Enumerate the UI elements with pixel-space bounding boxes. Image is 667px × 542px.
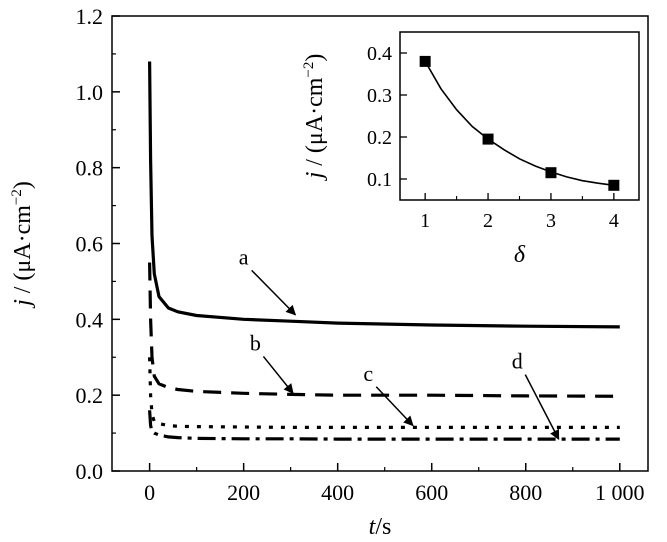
x-tick-label: 200 — [227, 480, 260, 505]
curve-label-d: d — [512, 349, 523, 374]
curve-label-c: c — [363, 361, 373, 386]
inset-x-tick-label: 4 — [609, 210, 619, 232]
curve-label-a: a — [239, 244, 249, 269]
inset-plot-frame — [399, 31, 640, 201]
inset-y-tick-label: 0.2 — [367, 127, 392, 149]
curve-label-b: b — [250, 330, 261, 355]
series-a-line — [148, 61, 620, 329]
series-c-line — [148, 357, 620, 429]
y-tick-label: 1.2 — [76, 4, 104, 29]
y-tick-label: 0.4 — [76, 307, 104, 332]
series-b-line — [148, 262, 620, 398]
arrow-b — [262, 355, 294, 395]
arrow-c — [375, 386, 414, 427]
inset-x-tick-label: 1 — [420, 210, 430, 232]
inset-y-tick-label: 0.3 — [367, 85, 392, 107]
y-tick-label: 0.6 — [76, 232, 104, 257]
x-tick-label: 1 000 — [595, 480, 645, 505]
inset-plot: 1 2 3 4 0.1 0.2 0.3 0.4 δ j / (μA·cm−2) — [301, 31, 640, 268]
y-tick-label: 0.0 — [76, 459, 104, 484]
inset-y-axis-label: j / (μA·cm−2) — [301, 54, 328, 182]
inset-x-tick-label: 3 — [546, 210, 556, 232]
inset-data-point — [482, 133, 494, 145]
arrow-d — [524, 374, 560, 441]
y-tick-label: 1.0 — [76, 80, 104, 105]
x-axis-label: t/s — [369, 514, 392, 540]
x-tick-label: 400 — [321, 480, 354, 505]
arrow-a — [251, 269, 297, 316]
inset-x-tick-label: 2 — [483, 210, 493, 232]
inset-y-tick-label: 0.4 — [367, 43, 392, 65]
x-tick-label: 800 — [509, 480, 542, 505]
inset-fit-curve — [424, 61, 614, 187]
x-tick-label: 600 — [415, 480, 448, 505]
x-tick-label: 0 — [144, 480, 155, 505]
inset-data-point — [545, 167, 557, 179]
inset-y-tick-label: 0.1 — [367, 169, 392, 191]
inset-x-axis-label: δ — [514, 242, 526, 268]
main-plot: 0 200 400 600 800 1 000 0.0 0.2 0.4 0.6 0.8 1.0 1.2 t… — [9, 4, 649, 540]
series-d-line — [148, 410, 620, 441]
y-tick-label: 0.2 — [76, 383, 104, 408]
inset-data-point — [419, 55, 431, 67]
y-tick-label: 0.8 — [76, 156, 104, 181]
y-axis-label: j / (μA·cm−2) — [9, 181, 36, 309]
inset-data-point — [608, 179, 620, 191]
